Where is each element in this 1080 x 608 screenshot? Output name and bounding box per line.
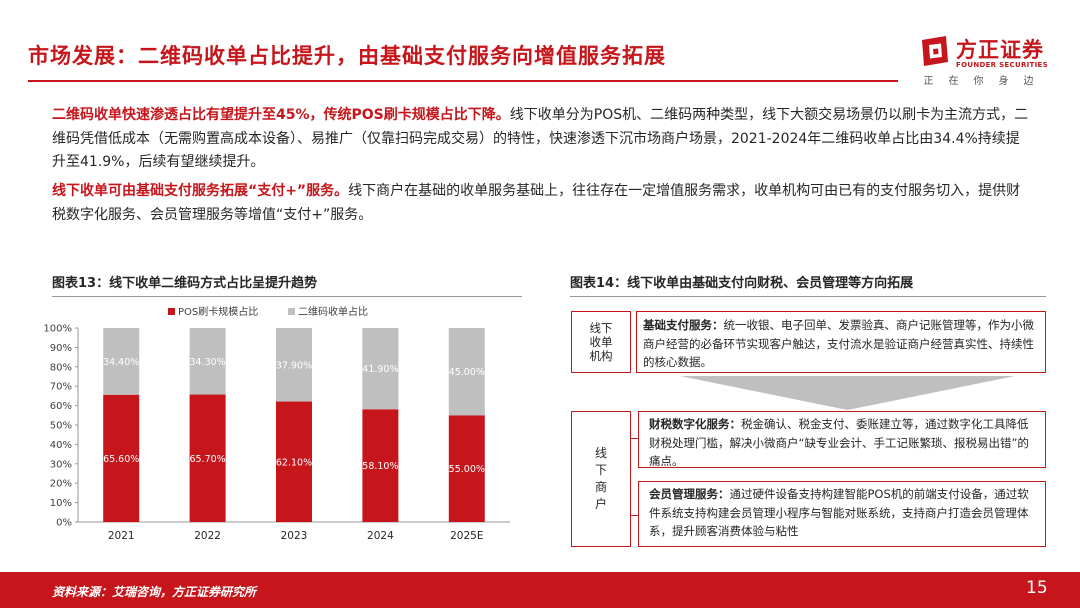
bar-qr: [103, 328, 140, 395]
page-number: 15: [1026, 578, 1048, 598]
x-tick-label: 2022: [194, 530, 221, 542]
merchant-label-char: 线: [594, 446, 607, 460]
data-label: 62.10%: [276, 457, 312, 468]
data-label: 65.70%: [189, 454, 225, 465]
org-label-char: 单: [601, 335, 613, 349]
legend-swatch: [168, 308, 175, 315]
org-label-char: 下: [601, 321, 613, 335]
source-note: 资料来源：艾瑞咨询，方正证券研究所: [52, 585, 257, 599]
bar-pos: [362, 409, 399, 522]
y-tick-label: 60%: [50, 401, 72, 412]
x-tick-label: 2021: [108, 530, 135, 542]
x-tick-label: 2024: [367, 530, 394, 542]
data-label: 58.10%: [362, 461, 398, 472]
member-service-heading: 会员管理服务：: [649, 487, 730, 501]
legend-swatch: [288, 308, 295, 315]
tax-service-text: 税金确认、税金支付、委账建立等，通过数字化工具降低财税处理门槛，解决小微商户“缺…: [649, 417, 1029, 468]
y-tick-label: 10%: [50, 498, 72, 509]
footer-bar: [0, 572, 1080, 608]
data-label: 34.30%: [189, 357, 225, 368]
bar-qr: [448, 328, 485, 416]
y-tick-label: 30%: [50, 459, 72, 470]
member-service-text: 通过硬件设备支持构建智能POS机的前端支付设备，通过软件系统支持构建会员管理小程…: [649, 487, 1029, 538]
merchant-label-box: 线 下 商 户: [571, 411, 631, 547]
data-label: 37.90%: [276, 360, 312, 371]
data-label: 45.00%: [449, 367, 485, 378]
x-tick-label: 2023: [281, 530, 308, 542]
org-label-char: 机: [589, 349, 602, 363]
legend-label: 二维码收单占比: [298, 305, 368, 318]
merchant-label-char: 商: [594, 480, 607, 494]
bar-qr: [362, 328, 399, 410]
y-tick-label: 80%: [50, 362, 72, 373]
paragraph-text: 线下商户在基础的收单服务基础上，往往存在一定增值服务需求，收单机构可由已有的支付…: [52, 183, 1021, 223]
bar-pos: [189, 394, 226, 522]
bar-qr: [189, 328, 226, 395]
company-logo: 方正证券 FOUNDER SECURITIES 正在你身边: [918, 34, 1058, 92]
connector-line: [631, 515, 638, 516]
paragraph-highlight: 线下收单可由基础支付服务拓展“支付+”服务。: [52, 183, 349, 199]
org-label-char: 线: [589, 321, 602, 335]
bar-pos: [448, 415, 485, 522]
y-tick-label: 50%: [50, 421, 72, 432]
figure13-divider: [52, 296, 522, 297]
data-label: 65.60%: [103, 454, 139, 465]
data-label: 55.00%: [449, 464, 485, 475]
logo-name-cn: 方正证券: [956, 38, 1044, 62]
org-label-char: 构: [601, 349, 613, 363]
data-label: 41.90%: [362, 364, 398, 375]
org-label-box: 线下 收单 机构: [571, 311, 631, 373]
x-tick-label: 2025E: [450, 530, 483, 542]
paragraph-highlight: 二维码收单快速渗透占比有望提升至45%，传统POS刷卡规模占比下降。: [52, 107, 510, 123]
y-tick-label: 90%: [50, 343, 72, 354]
paragraph-payment-plus: 线下收单可由基础支付服务拓展“支付+”服务。线下商户在基础的收单服务基础上，往往…: [52, 180, 1032, 227]
data-label: 34.40%: [103, 357, 139, 368]
tax-service-box: 财税数字化服务：税金确认、税金支付、委账建立等，通过数字化工具降低财税处理门槛，…: [638, 411, 1046, 468]
y-tick-label: 20%: [50, 479, 72, 490]
bar-qr: [276, 328, 312, 402]
member-service-box: 会员管理服务：通过硬件设备支持构建智能POS机的前端支付设备，通过软件系统支持构…: [638, 481, 1046, 547]
figure14-title: 图表14：线下收单由基础支付向财税、会员管理等方向拓展: [570, 276, 914, 291]
basic-payment-text: 统一收银、电子回单、发票验真、商户记账管理等，作为小微商户经营的必备环节实现客户…: [643, 318, 1034, 369]
basic-payment-box: 基础支付服务：统一收银、电子回单、发票验真、商户记账管理等，作为小微商户经营的必…: [636, 311, 1046, 373]
stacked-bar-chart: 0% 10% 20% 30% 40% 50% 60% 70% 80% 90% 100% 65.60% 3…: [43, 305, 510, 542]
logo-name-en: FOUNDER SECURITIES: [956, 61, 1048, 69]
y-tick-label: 70%: [50, 382, 72, 393]
paragraph-qr-penetration: 二维码收单快速渗透占比有望提升至45%，传统POS刷卡规模占比下降。线下收单分为…: [52, 104, 1032, 175]
connector-line: [631, 438, 638, 439]
merchant-label-char: 下: [594, 463, 607, 477]
bar-pos: [276, 401, 312, 522]
founder-logo-icon: [922, 36, 948, 66]
merchant-label-char: 户: [594, 497, 607, 511]
y-tick-label: 100%: [43, 324, 72, 335]
y-tick-label: 40%: [50, 440, 72, 451]
paragraph-text: 线下收单分为POS机、二维码两种类型，线下大额交易场景仍以刷卡为主流方式，二维码…: [52, 107, 1029, 170]
figure14-divider: [570, 296, 1046, 297]
figure13-title: 图表13：线下收单二维码方式占比呈提升趋势: [52, 276, 318, 291]
down-arrow-icon: [680, 376, 1015, 410]
basic-payment-heading: 基础支付服务：: [643, 318, 724, 332]
tax-service-heading: 财税数字化服务：: [649, 417, 741, 431]
org-label-char: 收: [589, 335, 602, 349]
bar-pos: [103, 394, 140, 522]
page-title: 市场发展：二维码收单占比提升，由基础支付服务向增值服务拓展: [28, 44, 666, 68]
y-tick-label: 0%: [56, 518, 72, 529]
legend-label: POS刷卡规模占比: [178, 305, 258, 318]
title-divider: [28, 80, 898, 82]
logo-slogan: 正在你身边: [923, 76, 1049, 87]
